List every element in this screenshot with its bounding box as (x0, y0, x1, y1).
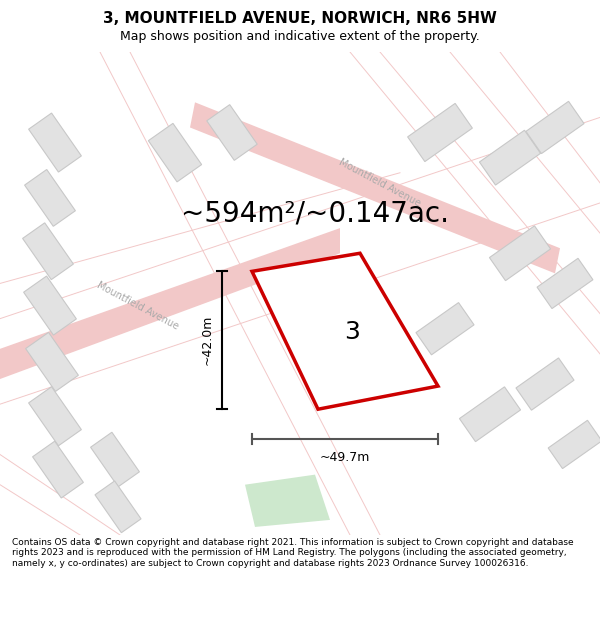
Polygon shape (148, 123, 202, 182)
Polygon shape (245, 474, 330, 527)
Polygon shape (190, 102, 560, 273)
Text: ~49.7m: ~49.7m (320, 451, 370, 464)
Text: ~42.0m: ~42.0m (201, 315, 214, 366)
Polygon shape (416, 302, 474, 355)
Polygon shape (91, 432, 139, 487)
Polygon shape (29, 113, 82, 172)
Text: 3: 3 (344, 320, 360, 344)
Polygon shape (32, 441, 83, 498)
Polygon shape (25, 169, 76, 226)
Polygon shape (537, 258, 593, 309)
Polygon shape (479, 130, 541, 185)
Polygon shape (516, 358, 574, 410)
Text: 3, MOUNTFIELD AVENUE, NORWICH, NR6 5HW: 3, MOUNTFIELD AVENUE, NORWICH, NR6 5HW (103, 11, 497, 26)
Polygon shape (0, 228, 340, 379)
Polygon shape (252, 253, 438, 409)
Text: Map shows position and indicative extent of the property.: Map shows position and indicative extent… (120, 29, 480, 42)
Polygon shape (460, 387, 521, 442)
Polygon shape (526, 101, 584, 154)
Polygon shape (207, 104, 257, 161)
Polygon shape (490, 226, 551, 281)
Polygon shape (548, 420, 600, 469)
Polygon shape (23, 276, 76, 335)
Polygon shape (29, 387, 82, 446)
Text: Mountfield Avenue: Mountfield Avenue (337, 157, 422, 209)
Polygon shape (23, 223, 73, 279)
Polygon shape (407, 103, 472, 162)
Polygon shape (26, 332, 79, 391)
Text: Mountfield Avenue: Mountfield Avenue (95, 280, 181, 331)
Polygon shape (95, 481, 141, 532)
Text: Contains OS data © Crown copyright and database right 2021. This information is : Contains OS data © Crown copyright and d… (12, 538, 574, 568)
Text: ~594m²/~0.147ac.: ~594m²/~0.147ac. (181, 199, 449, 227)
